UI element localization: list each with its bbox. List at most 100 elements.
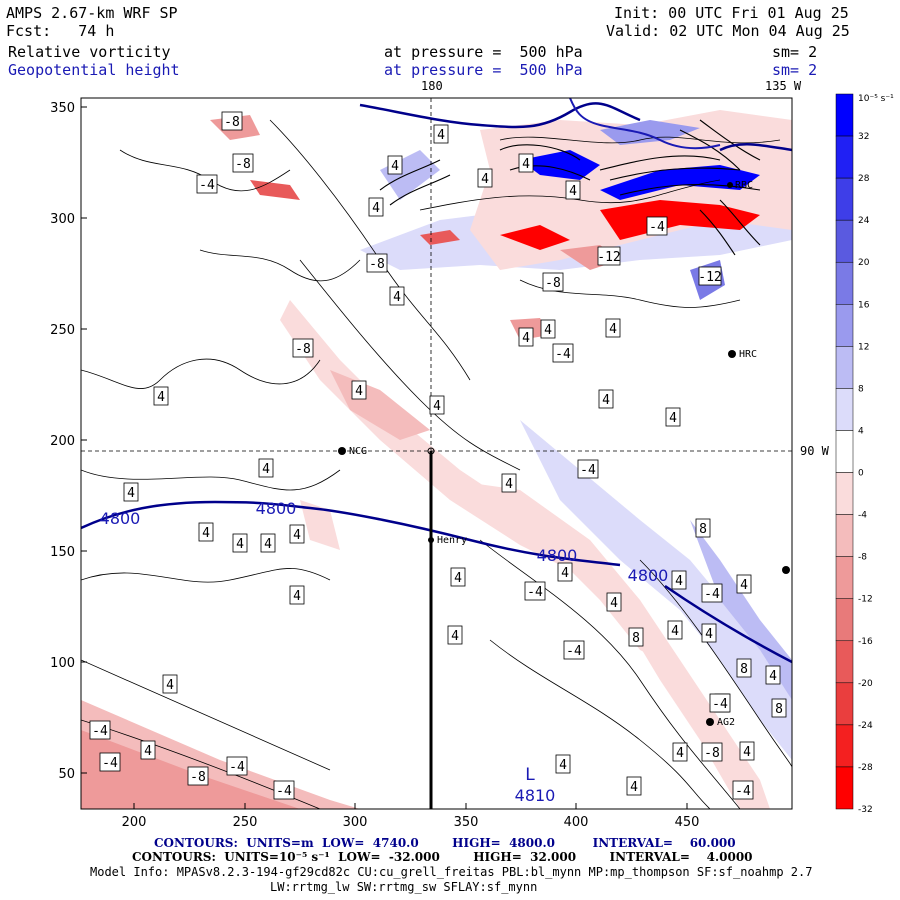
field1-level: at pressure = 500 hPa xyxy=(384,43,583,61)
vorticity-label: 4 xyxy=(518,327,534,347)
colorbar-label: -32 xyxy=(858,805,873,815)
vorticity-label-text: -8 xyxy=(224,115,240,130)
vorticity-label-text: 4 xyxy=(630,780,638,795)
vorticity-label: -8 xyxy=(221,111,243,131)
station-marker-henry xyxy=(428,537,434,543)
footer-vorticity-contours: CONTOURS: UNITS=10⁻⁵ s⁻¹ LOW= -32.000 HI… xyxy=(132,850,753,864)
x-tick-label: 350 xyxy=(454,815,479,830)
vorticity-label: -4 xyxy=(226,756,248,776)
colorbar-cell xyxy=(835,93,854,137)
vorticity-label-text: 4 xyxy=(202,526,210,541)
vorticity-label-text: -4 xyxy=(712,697,728,712)
colorbar-label: -4 xyxy=(858,511,867,521)
colorbar-label: -20 xyxy=(858,679,873,689)
lon-label-180: 180 xyxy=(421,79,443,93)
vorticity-label-text: 8 xyxy=(632,631,640,646)
vorticity-label-text: -8 xyxy=(704,746,720,761)
vorticity-label-text: 8 xyxy=(775,702,783,717)
vorticity-label-text: -4 xyxy=(102,756,118,771)
station-marker-hrc xyxy=(728,350,736,358)
x-tick-label: 450 xyxy=(675,815,700,830)
colorbar-cell xyxy=(835,640,854,684)
vorticity-label: -4 xyxy=(732,780,754,800)
lon-label-90w: 90 W xyxy=(800,444,829,458)
vorticity-label-text: 4 xyxy=(372,201,380,216)
colorbar-label: 32 xyxy=(858,132,869,142)
vorticity-label-text: -12 xyxy=(597,250,620,265)
low-pressure-label: L xyxy=(525,765,535,785)
vorticity-label-text: 4 xyxy=(264,537,272,552)
map-fields xyxy=(81,98,792,809)
vorticity-label: -4 xyxy=(563,640,585,660)
vorticity-label-text: -8 xyxy=(190,770,206,785)
y-tick-label: 200 xyxy=(50,434,75,449)
y-tick-label: 50 xyxy=(58,767,75,782)
colorbar-label: 0 xyxy=(858,469,864,479)
vorticity-label-text: 4 xyxy=(505,477,513,492)
vorticity-label: -12 xyxy=(698,266,722,286)
colorbar-label: -12 xyxy=(858,595,873,605)
forecast-hour: Fcst: 74 h xyxy=(6,22,115,40)
vorticity-label-text: -12 xyxy=(698,270,721,285)
vorticity-label: -4 xyxy=(646,216,668,236)
vorticity-label-text: 4 xyxy=(454,571,462,586)
colorbar-cell xyxy=(835,430,854,473)
vorticity-label: 4 xyxy=(198,522,214,542)
colorbar-label: -24 xyxy=(858,721,873,731)
y-axis: 350 300 250 200 150 100 50 xyxy=(50,101,87,782)
vorticity-label: 4 xyxy=(665,407,681,427)
vorticity-label: 4 xyxy=(598,389,614,409)
vorticity-label: 4 xyxy=(605,318,621,338)
vorticity-label: 4 xyxy=(123,482,139,502)
colorbar-cell xyxy=(835,598,854,642)
vorticity-label-text: 4 xyxy=(544,323,552,338)
vorticity-label: 4 xyxy=(450,567,466,587)
colorbar-cell xyxy=(835,135,854,179)
vorticity-label: 4 xyxy=(565,180,581,200)
vorticity-label: -8 xyxy=(292,338,314,358)
colorbar-label: 24 xyxy=(858,216,870,226)
vorticity-label-text: 4 xyxy=(355,384,363,399)
vorticity-label-text: 4 xyxy=(610,596,618,611)
vorticity-label-text: -4 xyxy=(276,784,292,799)
vorticity-label-text: 4 xyxy=(293,589,301,604)
vorticity-label: 4 xyxy=(387,155,403,175)
vorticity-label: 4 xyxy=(289,585,305,605)
colorbar-cell xyxy=(835,261,854,305)
vorticity-label-text: 4 xyxy=(166,678,174,693)
vorticity-label: 4 xyxy=(540,319,556,339)
vorticity-label-text: -4 xyxy=(199,178,215,193)
vorticity-label: -4 xyxy=(99,752,121,772)
station-ag2: AG2 xyxy=(717,717,736,728)
valid-time: Valid: 02 UTC Mon 04 Aug 25 xyxy=(606,22,850,40)
vorticity-label: 4 xyxy=(667,620,683,640)
vorticity-label: -12 xyxy=(597,246,621,266)
colorbar-label: 20 xyxy=(858,258,870,268)
vorticity-label: 4 xyxy=(153,386,169,406)
x-tick-label: 300 xyxy=(343,815,368,830)
vorticity-label-text: 4 xyxy=(675,574,683,589)
vorticity-label-text: 4 xyxy=(391,159,399,174)
vorticity-label-text: 4 xyxy=(609,322,617,337)
vorticity-label: -8 xyxy=(701,742,723,762)
vorticity-label-text: 4 xyxy=(561,566,569,581)
vorticity-label-text: 4 xyxy=(393,290,401,305)
vorticity-label-text: 4 xyxy=(559,758,567,773)
vorticity-label-text: 4 xyxy=(522,331,530,346)
colorbar-cell xyxy=(835,724,854,768)
vorticity-label-text: 4 xyxy=(769,669,777,684)
vorticity-label-text: 8 xyxy=(699,522,707,537)
vorticity-contours xyxy=(81,119,792,809)
vorticity-label: 4 xyxy=(447,625,463,645)
vorticity-label: 4 xyxy=(477,168,493,188)
vorticity-label-text: 4 xyxy=(569,184,577,199)
vorticity-label-text: 4 xyxy=(127,486,135,501)
vorticity-label: -8 xyxy=(366,253,388,273)
colorbar-label: -8 xyxy=(858,553,867,563)
model-title: AMPS 2.67-km WRF SP xyxy=(6,4,178,22)
colorbar-label: -16 xyxy=(858,637,873,647)
vorticity-label-text: 4 xyxy=(437,128,445,143)
vorticity-label: -4 xyxy=(701,583,723,603)
vorticity-label: -8 xyxy=(187,766,209,786)
vorticity-label: -4 xyxy=(709,693,731,713)
